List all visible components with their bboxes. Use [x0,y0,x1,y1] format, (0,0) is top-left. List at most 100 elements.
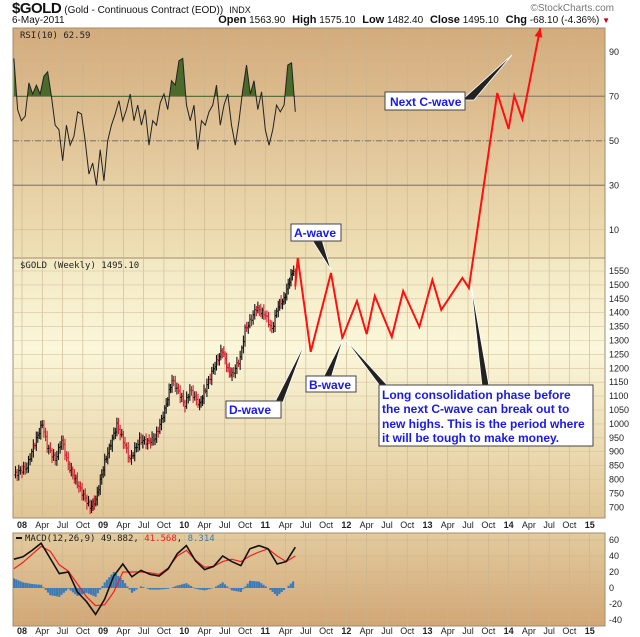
macd-histogram-bar [51,588,54,596]
pointer-next-c-wave [460,54,513,101]
x-tick-year: 10 [179,520,189,530]
callout-line: the next C-wave can break out to [382,402,569,416]
macd-histogram-bar [99,588,102,590]
chart-date: 6-May-2011 [12,15,65,26]
callout-d-wave: D-wave [225,400,282,419]
macd-panel [12,532,606,627]
macd-histogram-bar [90,588,93,595]
price-legend: $GOLD (Weekly) 1495.10 [20,261,139,271]
macd-histogram-bar [24,582,27,588]
macd-histogram-bar [103,582,106,588]
rsi-y-tick: 50 [609,136,619,146]
callout-line: Long consolidation phase before [382,388,571,402]
projection-path [294,27,542,353]
rsi-legend: RSI(10) 62.59 [20,31,90,41]
macd-signal-line [13,545,296,607]
x-tick-month: Oct [238,626,253,636]
rsi-y-tick: 70 [609,91,619,101]
price-y-tick: 850 [609,461,624,471]
callout-pointers [274,54,513,403]
x-tick-month: Jul [381,520,393,530]
macd-histogram-bar [251,581,254,588]
macd-chart [13,542,296,616]
x-tick-month: Oct [238,520,253,530]
macd-histogram-bar [271,588,274,592]
macd-y-tick: -20 [609,599,622,609]
macd-histogram-bar [280,588,283,592]
macd-histogram-bar [205,588,208,590]
macd-histogram-bar [83,588,86,594]
chg-value: -68.10 (-4.36%) [529,15,600,26]
x-tick-month: Oct [157,626,172,636]
projection-arrowhead-icon [534,28,543,38]
exchange: INDX [229,5,251,15]
callout-box [225,400,282,419]
macd-histogram-bar [78,588,81,596]
macd-y-tick: 0 [609,583,614,593]
rsi-overbought-fill [13,58,296,97]
rsi-y-tick: 10 [609,225,619,235]
macd-histogram-bar [112,572,115,588]
macd-legend-swatch [16,537,22,539]
macd-histogram-bar [135,588,138,590]
macd-histogram-bar [185,583,188,588]
macd-histogram-bar [31,584,34,588]
macd-histogram-bar [37,584,40,588]
x-tick-month: Oct [481,626,496,636]
macd-histogram-bar [67,588,70,589]
callout-box [384,91,466,111]
macd-histogram-bar [44,588,47,590]
macd-histogram-bar [105,579,109,588]
macd-histogram-bar [126,586,129,588]
x-tick-year: 08 [17,626,27,636]
x-tick-year: 15 [585,626,595,636]
macd-histogram-bar [121,580,124,588]
price-y-tick: 1450 [609,294,629,304]
axes: 08 08 Apr Apr Jul Jul Oct Oct 09 09 Apr Apr Jul Jul Oc… [17,47,629,636]
macd-histogram-bar [174,586,177,588]
price-y-tick: 1050 [609,405,629,415]
macd-histogram-bar [128,588,131,590]
macd-histogram-bar [187,584,190,588]
macd-histogram-bar [85,588,88,593]
price-y-tick: 1000 [609,419,629,429]
x-tick-month: Jul [462,626,474,636]
x-tick-month: Apr [360,626,374,636]
macd-histogram-bar [33,584,36,588]
macd-histogram-bar [58,588,61,597]
macd-histogram-bar [101,586,104,588]
macd-histogram-bar [203,588,206,591]
x-tick-year: 13 [422,520,432,530]
macd-histogram-bar [130,588,134,593]
macd-histogram-bar [226,586,229,588]
macd-histogram-bar [210,588,213,589]
macd-histogram-bar [96,588,99,594]
x-tick-month: Oct [319,626,334,636]
macd-histogram-bar [171,587,174,588]
macd-histogram-bar [158,588,161,590]
brand-link[interactable]: ©StockCharts.com [530,3,614,14]
x-tick-year: 12 [341,626,351,636]
symbol: $GOLD [12,0,62,17]
macd-histogram-bar [139,586,143,588]
rsi-y-tick: 30 [609,180,619,190]
macd-histogram-bar [289,583,292,588]
macd-histogram-bar [255,581,258,588]
macd-histogram-bar [74,588,77,595]
macd-histogram-bar [142,587,145,588]
macd-histogram-bar [198,588,202,590]
x-tick-month: Jul [138,626,150,636]
low-value: 1482.40 [387,15,424,26]
macd-histogram-bar [124,583,127,588]
macd-histogram-bar [21,582,25,588]
callout-text: Next C-wave [390,95,462,109]
macd-histogram-bar [244,586,247,588]
macd-histogram-bar [153,588,156,590]
rsi-overbought-fill-group [13,58,296,97]
rsi-chart [13,57,296,186]
price-y-tick: 1100 [609,391,628,401]
callout-line: new highs. This is the period where [382,417,585,431]
price-y-tick: 750 [609,488,624,498]
x-tick-year: 08 [17,520,27,530]
macd-histogram-bar [62,588,65,593]
